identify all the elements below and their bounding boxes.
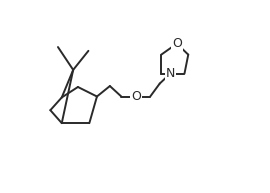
Text: O: O [172,37,182,50]
Text: N: N [166,67,175,80]
Text: O: O [131,90,141,103]
